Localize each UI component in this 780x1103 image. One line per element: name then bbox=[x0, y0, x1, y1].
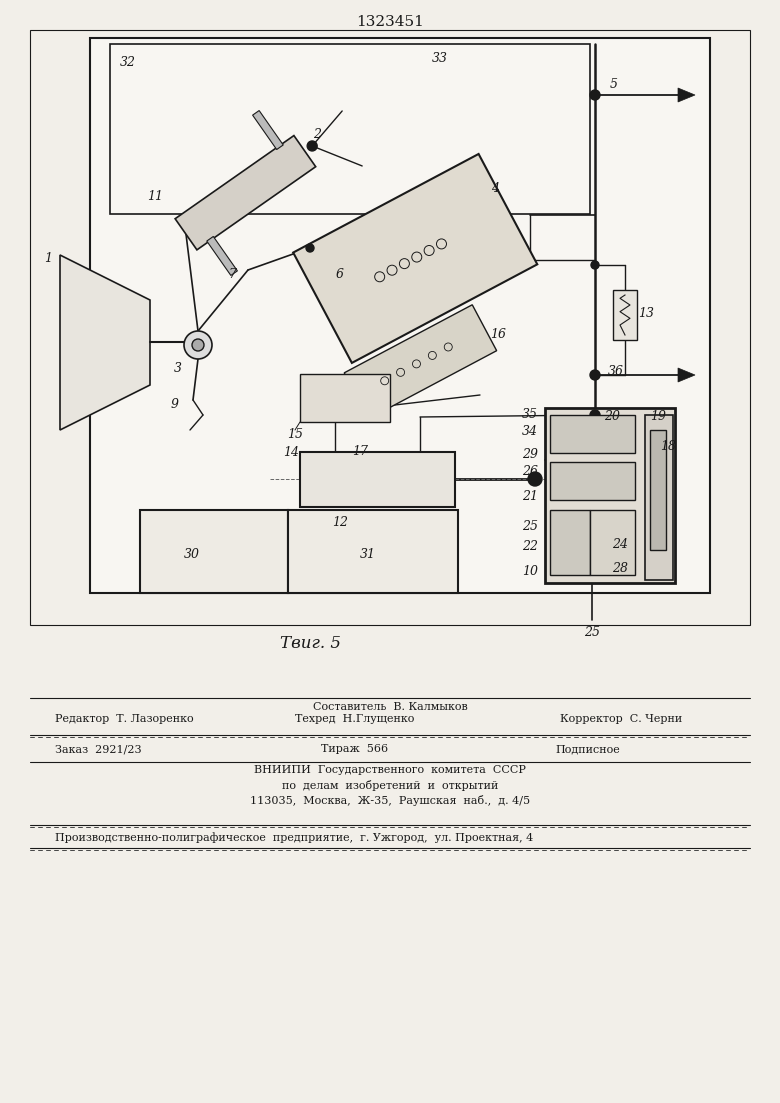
Text: Заказ  2921/23: Заказ 2921/23 bbox=[55, 745, 142, 754]
Text: Составитель  В. Калмыков: Составитель В. Калмыков bbox=[313, 702, 467, 713]
Bar bbox=[344, 304, 497, 419]
Text: 17: 17 bbox=[352, 445, 368, 458]
Bar bbox=[613, 290, 637, 340]
Bar bbox=[300, 452, 455, 507]
Text: ВНИИПИ  Государственного  комитета  СССР: ВНИИПИ Государственного комитета СССР bbox=[254, 765, 526, 775]
Text: 31: 31 bbox=[360, 548, 376, 561]
Text: 28: 28 bbox=[612, 563, 628, 575]
Text: 11: 11 bbox=[147, 190, 163, 203]
Text: 35: 35 bbox=[522, 408, 538, 421]
Text: 16: 16 bbox=[490, 328, 506, 341]
Text: 33: 33 bbox=[432, 52, 448, 65]
Text: 5: 5 bbox=[610, 78, 618, 92]
Text: 13: 13 bbox=[638, 307, 654, 320]
Bar bbox=[288, 510, 458, 593]
Bar bbox=[90, 38, 710, 593]
Text: 25: 25 bbox=[522, 520, 538, 533]
Text: 2: 2 bbox=[314, 128, 321, 141]
Bar bbox=[207, 236, 237, 276]
Text: Техред  Н.Глущенко: Техред Н.Глущенко bbox=[296, 714, 415, 724]
Text: 4: 4 bbox=[491, 182, 499, 195]
Text: Корректор  С. Черни: Корректор С. Черни bbox=[560, 714, 682, 724]
Bar bbox=[650, 430, 666, 550]
Bar bbox=[30, 30, 750, 625]
Bar bbox=[253, 110, 283, 150]
Bar bbox=[176, 136, 316, 250]
Circle shape bbox=[591, 261, 599, 269]
Circle shape bbox=[590, 90, 600, 100]
Text: 113035,  Москва,  Ж-35,  Раушская  наб.,  д. 4/5: 113035, Москва, Ж-35, Раушская наб., д. … bbox=[250, 795, 530, 806]
Text: 3: 3 bbox=[174, 362, 182, 375]
Bar bbox=[590, 510, 635, 575]
Bar bbox=[110, 44, 590, 214]
Circle shape bbox=[306, 244, 314, 251]
Circle shape bbox=[184, 331, 212, 358]
Bar bbox=[550, 462, 635, 500]
Text: 36: 36 bbox=[608, 365, 624, 378]
Polygon shape bbox=[678, 88, 695, 101]
Bar bbox=[545, 408, 675, 583]
Text: 9: 9 bbox=[171, 398, 179, 411]
Text: 15: 15 bbox=[287, 428, 303, 441]
Text: 12: 12 bbox=[332, 516, 348, 529]
Text: 25: 25 bbox=[584, 627, 600, 639]
Bar bbox=[550, 415, 635, 453]
Text: 22: 22 bbox=[522, 540, 538, 553]
Circle shape bbox=[307, 141, 317, 151]
Text: 6: 6 bbox=[336, 268, 344, 281]
Text: 10: 10 bbox=[522, 565, 538, 578]
Text: 1323451: 1323451 bbox=[356, 15, 424, 29]
Bar bbox=[293, 154, 537, 363]
Text: 14: 14 bbox=[283, 446, 299, 459]
Text: 24: 24 bbox=[612, 538, 628, 552]
Text: по  делам  изобретений  и  открытий: по делам изобретений и открытий bbox=[282, 780, 498, 791]
Circle shape bbox=[590, 410, 600, 420]
Text: 32: 32 bbox=[120, 56, 136, 69]
Text: 34: 34 bbox=[522, 425, 538, 438]
Text: 1: 1 bbox=[44, 251, 52, 265]
Circle shape bbox=[528, 472, 542, 486]
Circle shape bbox=[590, 370, 600, 381]
Text: Τвиг. 5: Τвиг. 5 bbox=[279, 635, 341, 652]
Text: 30: 30 bbox=[184, 548, 200, 561]
Text: 20: 20 bbox=[604, 410, 620, 422]
Text: Подписное: Подписное bbox=[555, 745, 620, 754]
Polygon shape bbox=[678, 368, 695, 382]
Circle shape bbox=[591, 371, 599, 379]
Bar bbox=[550, 510, 590, 575]
Text: 26: 26 bbox=[522, 465, 538, 478]
Text: Производственно-полиграфическое  предприятие,  г. Ужгород,  ул. Проектная, 4: Производственно-полиграфическое предприя… bbox=[55, 832, 534, 843]
Text: 7: 7 bbox=[228, 268, 236, 281]
Text: Редактор  Т. Лазоренко: Редактор Т. Лазоренко bbox=[55, 714, 193, 724]
Text: Тираж  566: Тираж 566 bbox=[321, 745, 388, 754]
Polygon shape bbox=[60, 255, 150, 430]
Bar bbox=[140, 510, 288, 593]
Text: 18: 18 bbox=[660, 440, 676, 453]
Circle shape bbox=[192, 339, 204, 351]
Text: 21: 21 bbox=[522, 490, 538, 503]
Bar bbox=[300, 374, 390, 422]
Bar bbox=[645, 415, 673, 580]
Text: 29: 29 bbox=[522, 448, 538, 461]
Text: 19: 19 bbox=[650, 410, 666, 422]
